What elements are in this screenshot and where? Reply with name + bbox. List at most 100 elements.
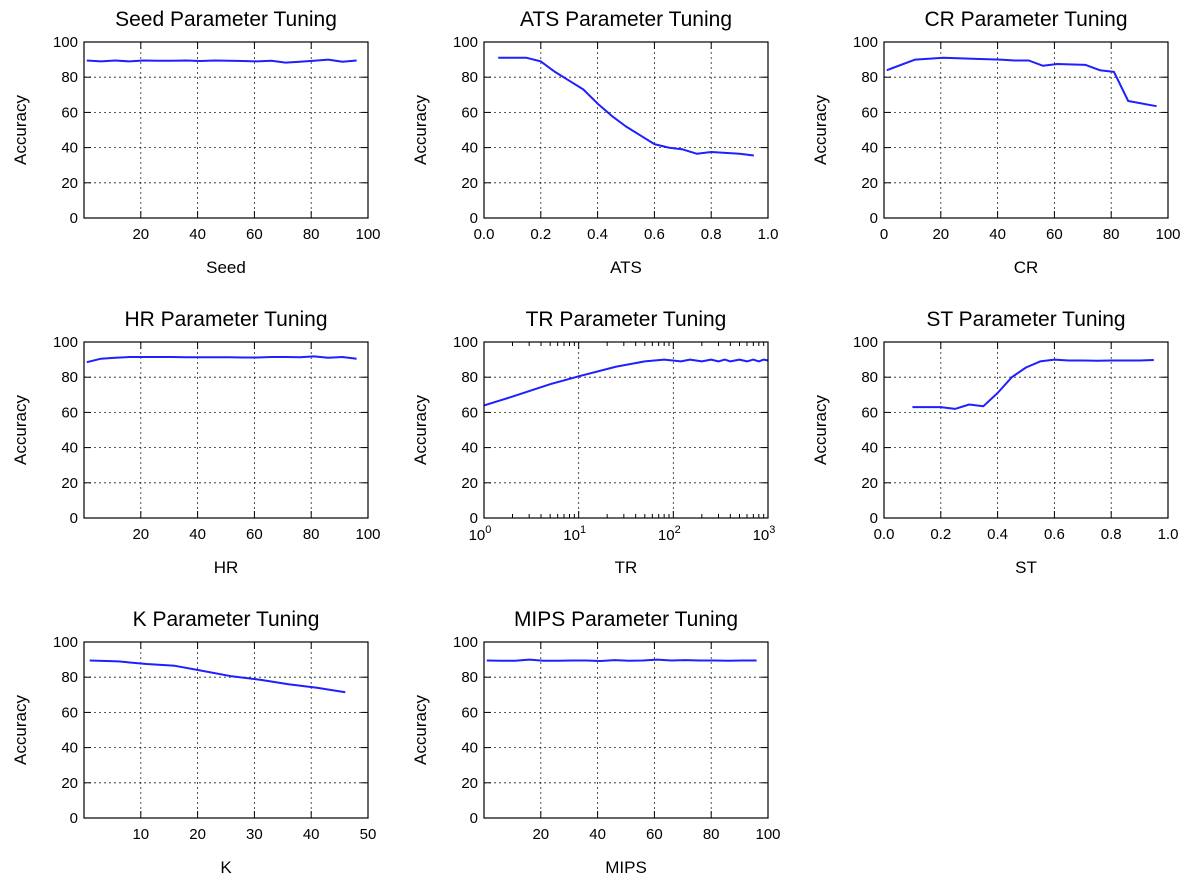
plot-frame xyxy=(483,341,769,519)
y-tick-label: 80 xyxy=(461,69,478,86)
x-tick-label: 0.8 xyxy=(1101,526,1122,543)
y-tick-label: 80 xyxy=(61,669,78,686)
y-tick-label: 100 xyxy=(53,34,78,51)
chart-title: HR Parameter Tuning xyxy=(124,308,327,331)
x-tick-label: 40 xyxy=(189,226,206,243)
y-tick-label: 100 xyxy=(853,34,878,51)
y-tick-label: 60 xyxy=(461,404,478,421)
x-axis-label: Seed xyxy=(206,258,246,277)
plot-frame xyxy=(883,341,1169,519)
x-tick-label: 0.0 xyxy=(474,226,495,243)
x-tick-label: 1.0 xyxy=(758,226,779,243)
y-tick-label: 40 xyxy=(461,140,478,157)
y-axis-label: Accuracy xyxy=(411,95,430,165)
x-tick-label: 0.4 xyxy=(587,226,608,243)
y-tick-label: 100 xyxy=(453,334,478,351)
x-tick-label: 20 xyxy=(932,226,949,243)
y-tick-label: 60 xyxy=(61,704,78,721)
y-tick-label: 100 xyxy=(53,334,78,351)
y-tick-label: 0 xyxy=(870,210,878,227)
x-axis-label: MIPS xyxy=(605,858,647,877)
plot-frame xyxy=(83,341,369,519)
series-line xyxy=(486,658,757,662)
x-tick-base: 10 xyxy=(469,527,486,544)
y-tick-label: 60 xyxy=(61,404,78,421)
y-axis-label: Accuracy xyxy=(11,695,30,765)
y-tick-label: 60 xyxy=(461,704,478,721)
y-tick-label: 40 xyxy=(461,440,478,457)
chart-title: ST Parameter Tuning xyxy=(926,308,1125,331)
plot-frame xyxy=(83,41,369,219)
x-tick-base: 10 xyxy=(563,527,580,544)
plot-frame xyxy=(83,641,369,819)
x-tick-label: 80 xyxy=(303,226,320,243)
x-axis-label: ST xyxy=(1015,558,1037,577)
y-tick-label: 80 xyxy=(861,369,878,386)
y-tick-label: 0 xyxy=(70,210,78,227)
y-tick-label: 100 xyxy=(53,634,78,651)
y-tick-label: 40 xyxy=(61,440,78,457)
y-tick-label: 40 xyxy=(861,440,878,457)
x-tick-label: 100 xyxy=(755,826,780,843)
x-tick-exponent: 3 xyxy=(769,524,775,536)
y-axis-label: Accuracy xyxy=(411,395,430,465)
y-tick-label: 80 xyxy=(461,369,478,386)
y-tick-label: 0 xyxy=(870,510,878,527)
x-tick-label: 80 xyxy=(1103,226,1120,243)
chart-panel: 0 20 40 60 80 100 20 40 60 80 100 Seed Parameter Tu… xyxy=(11,8,381,277)
plot-frame xyxy=(883,41,1169,219)
chart-title: K Parameter Tuning xyxy=(133,608,320,631)
x-tick-label: 30 xyxy=(246,826,263,843)
x-tick-label: 102 xyxy=(658,524,681,544)
y-tick-label: 20 xyxy=(861,475,878,492)
x-tick-label: 60 xyxy=(1046,226,1063,243)
y-tick-label: 40 xyxy=(861,140,878,157)
x-tick-label: 40 xyxy=(189,526,206,543)
x-tick-label: 40 xyxy=(303,826,320,843)
x-tick-base: 10 xyxy=(658,527,675,544)
x-tick-exponent: 1 xyxy=(580,524,586,536)
x-tick-label: 20 xyxy=(532,826,549,843)
y-tick-label: 40 xyxy=(461,740,478,757)
x-tick-label: 60 xyxy=(246,226,263,243)
x-tick-label: 1.0 xyxy=(1158,526,1179,543)
series-line xyxy=(86,355,357,364)
x-tick-label: 0.8 xyxy=(701,226,722,243)
y-tick-label: 0 xyxy=(70,810,78,827)
x-axis-label: K xyxy=(220,858,232,877)
y-tick-label: 20 xyxy=(461,175,478,192)
x-tick-label: 100 xyxy=(355,226,380,243)
plot-frame xyxy=(483,641,769,819)
x-tick-label: 103 xyxy=(753,524,776,544)
y-tick-label: 60 xyxy=(861,104,878,121)
x-tick-label: 40 xyxy=(589,826,606,843)
y-tick-label: 0 xyxy=(470,210,478,227)
series-line xyxy=(483,358,769,407)
y-tick-label: 80 xyxy=(61,369,78,386)
x-tick-label: 0 xyxy=(880,226,888,243)
y-tick-label: 0 xyxy=(70,510,78,527)
chart-title: MIPS Parameter Tuning xyxy=(514,608,738,631)
x-axis-label: ATS xyxy=(610,258,642,277)
y-axis-label: Accuracy xyxy=(11,395,30,465)
y-tick-label: 60 xyxy=(61,104,78,121)
x-tick-exponent: 2 xyxy=(675,524,681,536)
y-tick-label: 80 xyxy=(861,69,878,86)
y-tick-label: 80 xyxy=(461,669,478,686)
y-tick-label: 60 xyxy=(461,104,478,121)
y-tick-label: 0 xyxy=(470,810,478,827)
series-line xyxy=(86,58,357,64)
chart-panel: 0 20 40 60 80 100 0 20 40 60 80 100 CR Parameter Tun… xyxy=(811,8,1181,277)
x-tick-label: 10 xyxy=(132,826,149,843)
x-tick-label: 20 xyxy=(132,526,149,543)
chart-panel: 0 20 40 60 80 100 0.0 0.2 0.4 0.6 0.8 1.0 ATS Parame… xyxy=(411,8,778,277)
y-axis-label: Accuracy xyxy=(11,95,30,165)
y-tick-label: 20 xyxy=(461,775,478,792)
x-tick-label: 100 xyxy=(469,524,492,544)
chart-panel: 0 20 40 60 80 100 10 20 30 40 50 K Parameter Tuning… xyxy=(11,608,376,877)
y-tick-label: 20 xyxy=(861,175,878,192)
plot-frame xyxy=(483,41,769,219)
y-tick-label: 100 xyxy=(453,34,478,51)
